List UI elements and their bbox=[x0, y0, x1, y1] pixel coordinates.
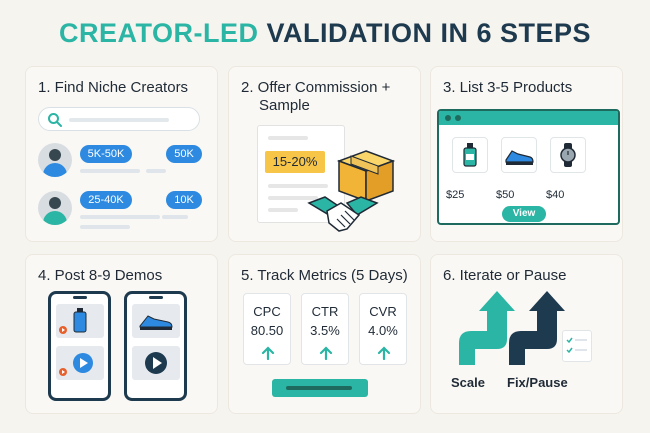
product-card[interactable] bbox=[550, 137, 586, 173]
step-card-list-products: 3. List 3-5 Products $25 bbox=[430, 66, 623, 242]
arrow-up-icon bbox=[377, 346, 391, 360]
watch-icon bbox=[560, 143, 576, 167]
play-icon bbox=[59, 353, 93, 376]
avatar-icon bbox=[38, 191, 72, 225]
search-input[interactable] bbox=[38, 107, 200, 131]
commission-badge: 15-20% bbox=[265, 151, 325, 173]
bottle-icon bbox=[59, 308, 87, 334]
sneaker-icon bbox=[505, 150, 534, 165]
title-accent: CREATOR-LED bbox=[58, 18, 259, 48]
storefront-window: $25 $50 $40 View bbox=[437, 109, 620, 225]
product-price: $50 bbox=[496, 189, 515, 201]
step-title-line1: 2. Offer Commission + bbox=[241, 79, 391, 96]
metric-value: 80.50 bbox=[250, 323, 284, 338]
metric-label: CVR bbox=[369, 304, 397, 319]
video-thumbnail[interactable] bbox=[56, 346, 104, 380]
metric-label: CTR bbox=[311, 304, 339, 319]
phone-mockup bbox=[48, 291, 111, 401]
arrow-up-icon bbox=[319, 346, 333, 360]
tracking-bar bbox=[272, 379, 368, 397]
step-title: 6. Iterate or Pause bbox=[443, 267, 567, 284]
search-icon bbox=[48, 113, 62, 127]
follower-count-pill: 10K bbox=[166, 191, 202, 209]
video-thumbnail[interactable] bbox=[132, 304, 180, 338]
box-icon bbox=[336, 150, 396, 203]
step-title: 4. Post 8-9 Demos bbox=[38, 267, 163, 284]
page-title: CREATOR-LED VALIDATION IN 6 STEPS bbox=[0, 18, 650, 49]
product-card[interactable] bbox=[501, 137, 537, 173]
search-placeholder-bar bbox=[69, 118, 169, 122]
step-card-track-metrics: 5. Track Metrics (5 Days) CPC 80.50 CTR … bbox=[228, 254, 421, 414]
scale-label: Scale bbox=[451, 375, 485, 390]
handshake-icon bbox=[307, 196, 379, 232]
step-card-find-creators: 1. Find Niche Creators 5K-50K 50K 25-40K… bbox=[25, 66, 218, 242]
metric-label: CPC bbox=[253, 304, 281, 319]
product-card[interactable] bbox=[452, 137, 488, 173]
fix-pause-label: Fix/Pause bbox=[507, 375, 568, 390]
metric-card-cvr: CVR 4.0% bbox=[359, 293, 407, 365]
follower-count-pill: 50K bbox=[166, 145, 202, 163]
follower-range-pill: 5K-50K bbox=[80, 145, 132, 163]
arrow-up-icon bbox=[509, 291, 565, 365]
video-thumbnail[interactable] bbox=[132, 346, 180, 380]
metric-value: 4.0% bbox=[368, 323, 398, 338]
metric-value: 3.5% bbox=[310, 323, 340, 338]
arrow-up-icon bbox=[459, 291, 515, 365]
sneaker-icon bbox=[139, 315, 173, 330]
product-price: $25 bbox=[446, 189, 465, 201]
step-card-post-demos: 4. Post 8-9 Demos bbox=[25, 254, 218, 414]
follower-range-pill: 25-40K bbox=[80, 191, 132, 209]
title-rest: VALIDATION IN 6 STEPS bbox=[258, 18, 592, 48]
phone-mockup bbox=[124, 291, 187, 401]
step-title: 3. List 3-5 Products bbox=[443, 79, 573, 96]
video-thumbnail[interactable] bbox=[56, 304, 104, 338]
bottle-icon bbox=[463, 143, 477, 167]
metric-card-cpc: CPC 80.50 bbox=[243, 293, 291, 365]
view-button[interactable]: View bbox=[502, 206, 546, 222]
play-icon bbox=[145, 352, 167, 374]
arrow-up-icon bbox=[261, 346, 275, 360]
metric-card-ctr: CTR 3.5% bbox=[301, 293, 349, 365]
step-title: 1. Find Niche Creators bbox=[38, 79, 189, 96]
step-card-offer-commission: 2. Offer Commission + Sample 15-20% bbox=[228, 66, 421, 242]
avatar-icon bbox=[38, 143, 72, 177]
checklist-icon bbox=[562, 330, 592, 362]
step-title-line2: Sample bbox=[259, 97, 310, 114]
step-title: 2. Offer Commission + Sample bbox=[241, 79, 390, 115]
step-title: 5. Track Metrics (5 Days) bbox=[241, 267, 408, 284]
step-card-iterate-pause: 6. Iterate or Pause Scale Fix/Pause bbox=[430, 254, 623, 414]
product-price: $40 bbox=[546, 189, 565, 201]
